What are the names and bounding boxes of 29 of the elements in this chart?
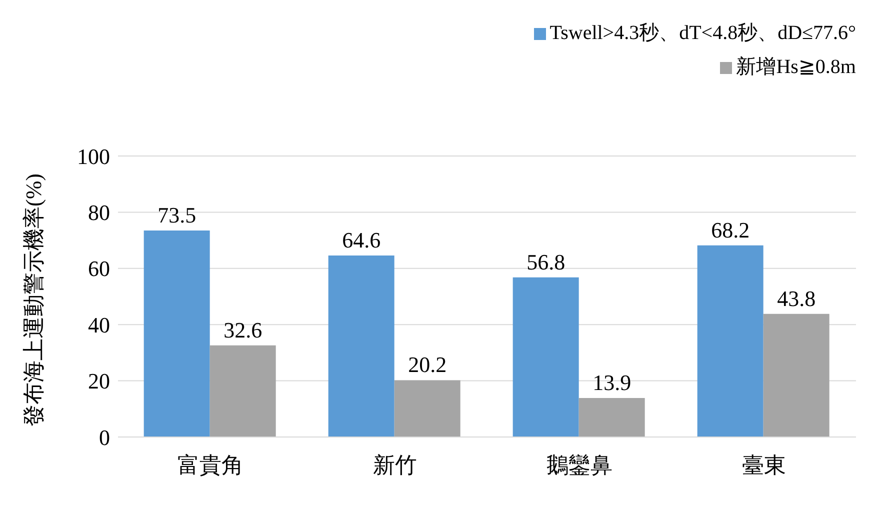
x-tick-label: 鵝鑾鼻: [546, 452, 612, 478]
y-tick-label: 100: [77, 144, 110, 169]
bar: [210, 345, 276, 437]
x-tick-label: 臺東: [742, 452, 786, 478]
data-label: 32.6: [224, 317, 262, 342]
legend-label: Tswell>4.3秒、dT<4.8秒、dD≤77.6°: [550, 22, 856, 44]
data-label: 64.6: [342, 227, 381, 252]
y-axis-title: 發布海上運動警示機率(%): [20, 174, 46, 426]
bar: [763, 314, 830, 437]
y-tick-label: 60: [88, 256, 110, 282]
data-label: 43.8: [777, 286, 816, 311]
data-label: 73.5: [158, 202, 196, 228]
y-tick-label: 40: [88, 312, 110, 338]
bar: [394, 380, 460, 437]
y-tick-label: 0: [99, 424, 110, 450]
x-tick-label: 富貴角: [177, 452, 244, 478]
x-tick-label: 新竹: [372, 452, 417, 478]
bar: [144, 230, 210, 437]
bar: [328, 255, 394, 437]
y-tick-label: 20: [88, 368, 110, 394]
bar: [578, 398, 645, 437]
data-label: 20.2: [408, 352, 447, 378]
y-tick-label: 80: [88, 200, 110, 226]
data-label: 13.9: [592, 370, 632, 395]
bar: [512, 277, 579, 437]
data-label: 56.8: [526, 249, 566, 274]
data-label: 68.2: [711, 217, 750, 242]
legend-label: 新增Hs≧0.8m: [736, 56, 856, 78]
bar: [697, 245, 764, 437]
